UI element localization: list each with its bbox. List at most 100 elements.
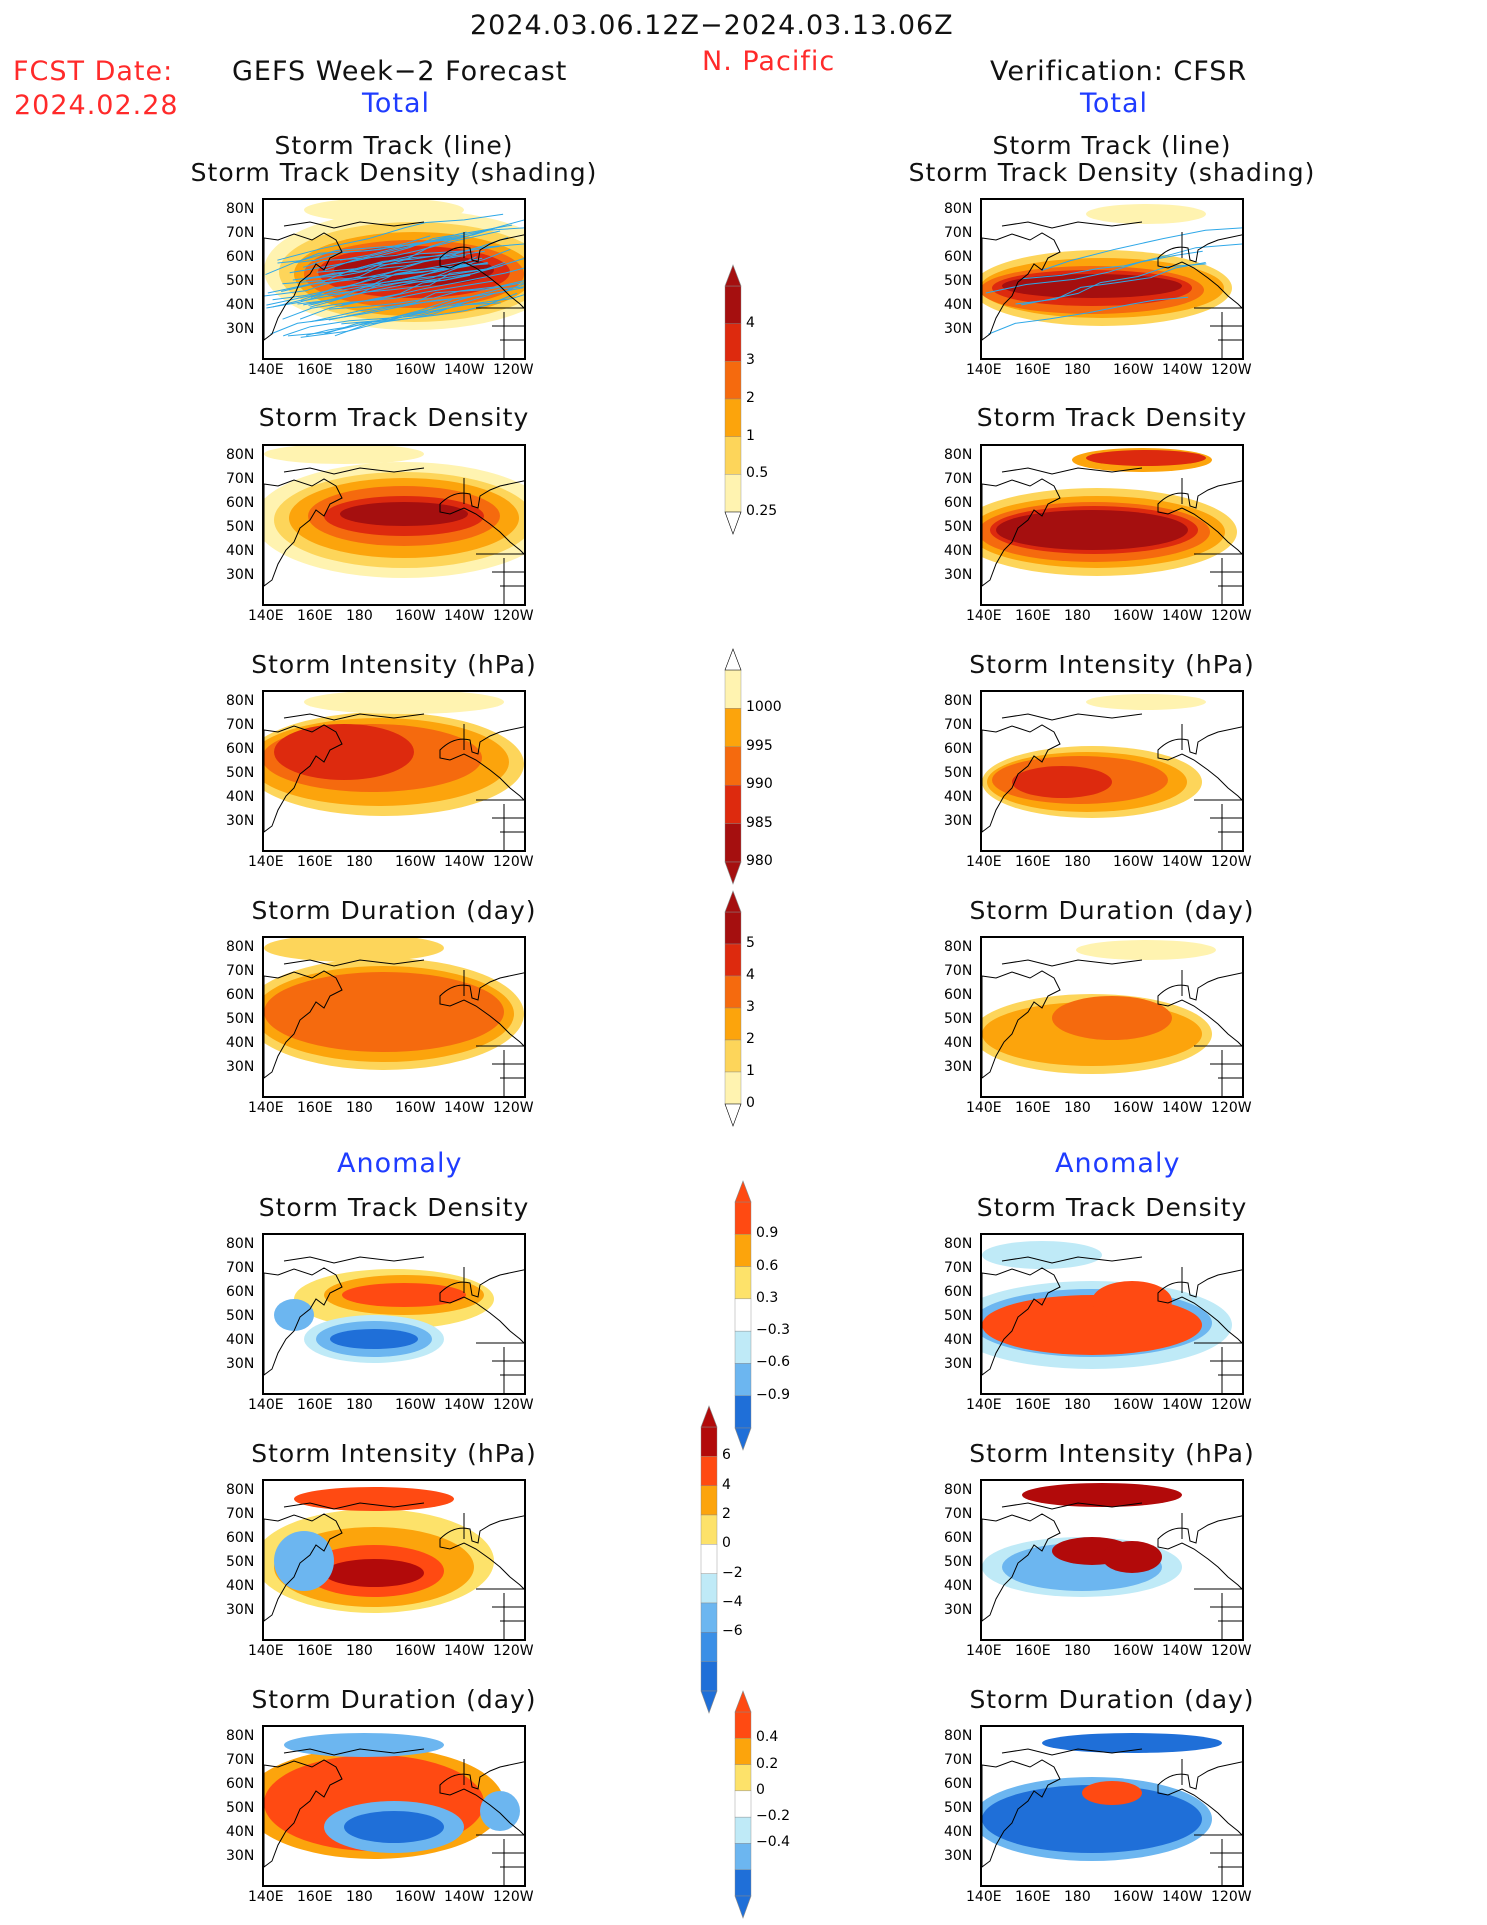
lat-tick-label: 30N [226,1602,255,1618]
shading-region [344,1811,444,1843]
lat-tick-label: 30N [226,813,255,829]
colorbar-segment [724,975,742,1009]
lon-tick-label: 160E [1015,1397,1051,1413]
map-svg [264,938,524,1096]
right-column-title: Verification: CFSR [990,56,1248,87]
north-america-coastline [1157,1761,1242,1836]
lon-tick-label: 180 [1064,608,1091,624]
region-label: N. Pacific [702,46,836,77]
colorbar-segment [734,1869,752,1897]
storm-track-line [302,245,500,281]
arctic-coastline [283,221,425,229]
north-america-coastline [1157,726,1242,801]
shading-region [274,1299,314,1331]
colorbar-label: 4 [746,967,755,983]
north-america-coastline [1157,480,1242,555]
lon-tick-label: 140E [966,854,1002,870]
map-plot [980,444,1244,606]
lat-tick-label: 30N [226,1848,255,1864]
lat-tick-label: 50N [226,765,255,781]
coastlines [264,1256,524,1393]
arctic-coastline [283,1502,425,1510]
arctic-coastline [283,713,425,721]
lat-tick-label: 60N [944,249,973,265]
colorbar-anom-density: 0.9 0.6 0.3 −0.3 −0.6 −0.9 [734,1180,790,1456]
lat-tick-label: 30N [944,567,973,583]
map-plot [262,1479,526,1641]
lat-tick-label: 60N [226,741,255,757]
colorbar-top-arrow [724,648,742,671]
lon-tick-label: 160E [297,362,333,378]
lon-tick-label: 140W [444,1889,485,1905]
map-plot [262,444,526,606]
shading-region [324,1559,424,1587]
shading-region [264,446,424,464]
storm-track-line [339,219,524,261]
colorbar-bottom-arrow [734,1895,752,1919]
colorbar-segment [734,1330,752,1364]
lat-tick-label: 80N [226,1728,255,1744]
colorbar-duration: 5 4 3 2 1 0 [724,890,755,1132]
lat-tick-label: 70N [944,225,973,241]
lon-tick-label: 120W [493,362,534,378]
storm-track-line [310,248,511,298]
lat-tick-label: 70N [944,1506,973,1522]
storm-track-line [309,268,489,308]
shading-region [304,200,464,222]
lat-tick-label: 30N [226,567,255,583]
lon-tick-label: 140W [1162,1100,1203,1116]
state-borders [476,1045,524,1096]
lat-tick-label: 50N [944,1011,973,1027]
colorbar-segment [734,1298,752,1332]
lat-tick-label: 40N [226,543,255,559]
colorbar-label: 6 [722,1447,731,1464]
lat-tick-label: 60N [226,495,255,511]
colorbar-segment [700,1426,718,1457]
colorbar-label: −0.2 [756,1808,790,1825]
storm-track-line [289,224,513,274]
lon-tick-label: 140W [444,1397,485,1413]
lon-tick-label: 140E [248,608,284,624]
lon-tick-label: 180 [346,1643,373,1659]
colorbar-segment [724,436,742,475]
lat-tick-label: 60N [226,1776,255,1792]
lat-tick-label: 80N [944,201,973,217]
lon-tick-label: 160E [297,1100,333,1116]
lon-tick-label: 160W [1113,1643,1154,1659]
arctic-coastline [283,1256,425,1264]
storm-track-line [316,237,508,273]
lat-tick-label: 40N [226,1578,255,1594]
lat-tick-label: 80N [226,1482,255,1498]
colorbar-segment [724,361,742,400]
colorbar-label: 5 [746,935,755,951]
lat-tick-label: 30N [944,1602,973,1618]
lat-tick-label: 60N [226,1530,255,1546]
lat-tick-label: 60N [944,1284,973,1300]
lat-tick-label: 30N [944,321,973,337]
lat-tick-label: 30N [226,1356,255,1372]
lon-tick-label: 140W [1162,854,1203,870]
lon-tick-label: 140E [248,1643,284,1659]
lon-tick-label: 180 [346,1100,373,1116]
panel-title: Storm Duration (day) [251,1685,537,1714]
colorbar-anom-duration: 0.4 0.2 0 −0.2 −0.4 [734,1690,790,1924]
lat-tick-label: 60N [944,1776,973,1792]
asia-coastline [264,724,343,833]
north-america-coastline [439,480,524,555]
colorbar-label: 1 [746,427,755,444]
lon-tick-label: 140E [966,362,1002,378]
colorbar-segment [724,474,742,513]
colorbar-label: 0.2 [756,1755,779,1772]
storm-track-line [341,267,524,305]
map-plot [262,690,526,852]
arctic-coastline [1001,713,1143,721]
lon-tick-label: 160E [1015,608,1051,624]
shading-region [1012,766,1112,798]
panel-subtitle: Storm Track Density (shading) [908,158,1316,187]
shading-region [480,1791,520,1831]
lat-tick-label: 60N [226,1284,255,1300]
shading-region [1102,1541,1162,1573]
panel-title: Storm Intensity (hPa) [969,1439,1255,1468]
north-america-coastline [439,234,524,309]
lon-tick-label: 180 [1064,1643,1091,1659]
